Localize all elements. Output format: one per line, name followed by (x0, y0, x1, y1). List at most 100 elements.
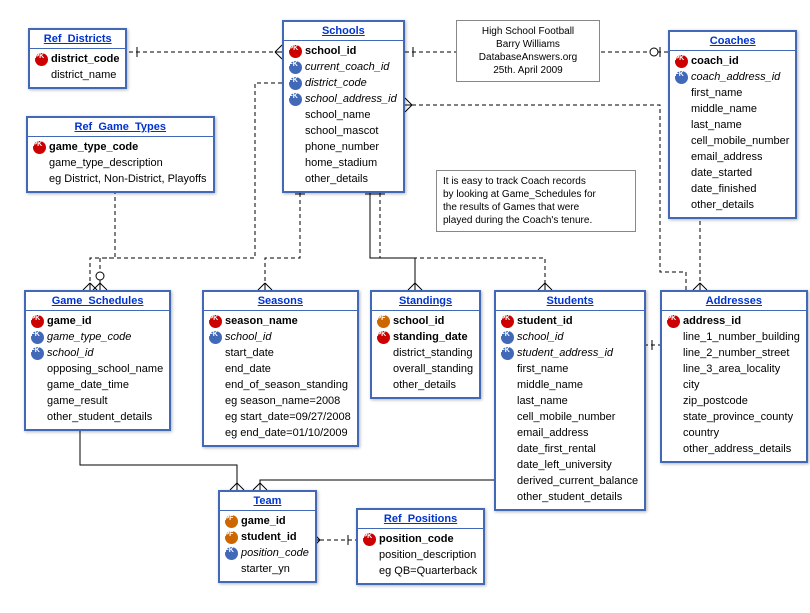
attribute: school_name (288, 107, 397, 123)
pf-icon: PF (224, 514, 238, 528)
pf-icon: PF (376, 314, 390, 328)
attribute-text: other_student_details (47, 411, 152, 423)
attribute: middle_name (674, 101, 789, 117)
attribute-text: city (683, 379, 700, 391)
attribute: PKstudent_id (500, 313, 638, 329)
attribute-text: cell_mobile_number (517, 411, 615, 423)
attribute: date_first_rental (500, 441, 638, 457)
attribute-text: school_id (47, 347, 93, 359)
attribute-text: eg QB=Quarterback (379, 565, 477, 577)
attribute-text: middle_name (517, 379, 583, 391)
entity-title: Ref_Game_Types (28, 118, 213, 137)
attribute-text: school_id (225, 331, 271, 343)
attribute-text: last_name (517, 395, 568, 407)
attribute-text: other_details (691, 199, 754, 211)
attribute: PFschool_id (376, 313, 473, 329)
fk-icon: FK (500, 330, 514, 344)
attribute: PKstanding_date (376, 329, 473, 345)
attribute-text: game_result (47, 395, 108, 407)
entity-title: Team (220, 492, 315, 511)
fk-icon: FK (30, 346, 44, 360)
attribute-text: game_type_code (47, 331, 131, 343)
attribute: derived_current_balance (500, 473, 638, 489)
attribute-text: district_standing (393, 347, 473, 359)
attribute-text: other_details (305, 173, 368, 185)
attribute-text: school_name (305, 109, 370, 121)
attribute-text: school_id (393, 315, 444, 327)
entity-coaches: CoachesPKcoach_idFKcoach_address_idfirst… (668, 30, 797, 219)
attribute: first_name (674, 85, 789, 101)
attribute-text: email_address (691, 151, 763, 163)
attribute: game_date_time (30, 377, 163, 393)
attribute-text: date_first_rental (517, 443, 596, 455)
attribute-text: district_code (51, 53, 119, 65)
attribute-text: home_stadium (305, 157, 377, 169)
entity-ref_districts: Ref_Districts PKdistrict_code district_nam… (28, 28, 127, 89)
attribute: city (666, 377, 800, 393)
pk-icon: PK (30, 314, 44, 328)
attribute: last_name (674, 117, 789, 133)
entity-title: Students (496, 292, 644, 311)
attribute: start_date (208, 345, 351, 361)
attribute: opposing_school_name (30, 361, 163, 377)
attribute: game_result (30, 393, 163, 409)
attribute-text: district_code (305, 77, 367, 89)
entity-game_schedules: Game_SchedulesPKgame_idFKgame_type_codeF… (24, 290, 171, 431)
attribute: cell_mobile_number (500, 409, 638, 425)
attribute: end_date (208, 361, 351, 377)
attribute-text: cell_mobile_number (691, 135, 789, 147)
attribute-text: game_id (47, 315, 92, 327)
attribute-text: line_2_number_street (683, 347, 789, 359)
attribute: PFgame_id (224, 513, 309, 529)
attribute-text: country (683, 427, 719, 439)
attribute: PKposition_code (362, 531, 477, 547)
attribute: line_3_area_locality (666, 361, 800, 377)
attribute-text: position_description (379, 549, 476, 561)
pk-icon: PK (34, 52, 48, 66)
attribute-text: eg District, Non-District, Playoffs (49, 173, 207, 185)
attribute: overall_standing (376, 361, 473, 377)
attribute: PKgame_type_code (32, 139, 207, 155)
attribute: PKaddress_id (666, 313, 800, 329)
attribute-text: standing_date (393, 331, 468, 343)
attribute: FKposition_code (224, 545, 309, 561)
entity-title: Seasons (204, 292, 357, 311)
attribute: PFstudent_id (224, 529, 309, 545)
attribute: state_province_county (666, 409, 800, 425)
attribute: other_details (376, 377, 473, 393)
attribute-text: date_finished (691, 183, 756, 195)
pk-icon: PK (362, 532, 376, 546)
attribute-text: district_name (51, 69, 116, 81)
attribute: FKstudent_address_id (500, 345, 638, 361)
attribute-text: student_address_id (517, 347, 613, 359)
attribute-text: other_details (393, 379, 456, 391)
attribute: eg QB=Quarterback (362, 563, 477, 579)
attribute: eg District, Non-District, Playoffs (32, 171, 207, 187)
attribute-text: school_id (305, 45, 356, 57)
attribute-text: season_name (225, 315, 298, 327)
fk-icon: FK (224, 546, 238, 560)
attribute: other_student_details (30, 409, 163, 425)
entity-ref_positions: Ref_PositionsPKposition_codeposition_des… (356, 508, 485, 585)
attribute: first_name (500, 361, 638, 377)
entity-title: Addresses (662, 292, 806, 311)
attribute-text: eg end_date=01/10/2009 (225, 427, 348, 439)
attribute-text: game_date_time (47, 379, 129, 391)
attribute: FKcoach_address_id (674, 69, 789, 85)
attribute: last_name (500, 393, 638, 409)
attribute-text: student_id (241, 531, 297, 543)
attribute-text: other_address_details (683, 443, 791, 455)
attribute-text: opposing_school_name (47, 363, 163, 375)
attribute-text: line_1_number_building (683, 331, 800, 343)
attribute-text: phone_number (305, 141, 379, 153)
attribute: eg end_date=01/10/2009 (208, 425, 351, 441)
entity-seasons: SeasonsPKseason_nameFKschool_idstart_dat… (202, 290, 359, 447)
attribute-text: derived_current_balance (517, 475, 638, 487)
pk-icon: PK (666, 314, 680, 328)
attribute: starter_yn (224, 561, 309, 577)
entity-title: Ref_Districts (30, 30, 125, 49)
entity-addresses: Addresses PKaddress_id line_1_number_build… (660, 290, 808, 463)
attribute: line_1_number_building (666, 329, 800, 345)
pk-icon: PK (32, 140, 46, 154)
attribute-text: end_date (225, 363, 271, 375)
